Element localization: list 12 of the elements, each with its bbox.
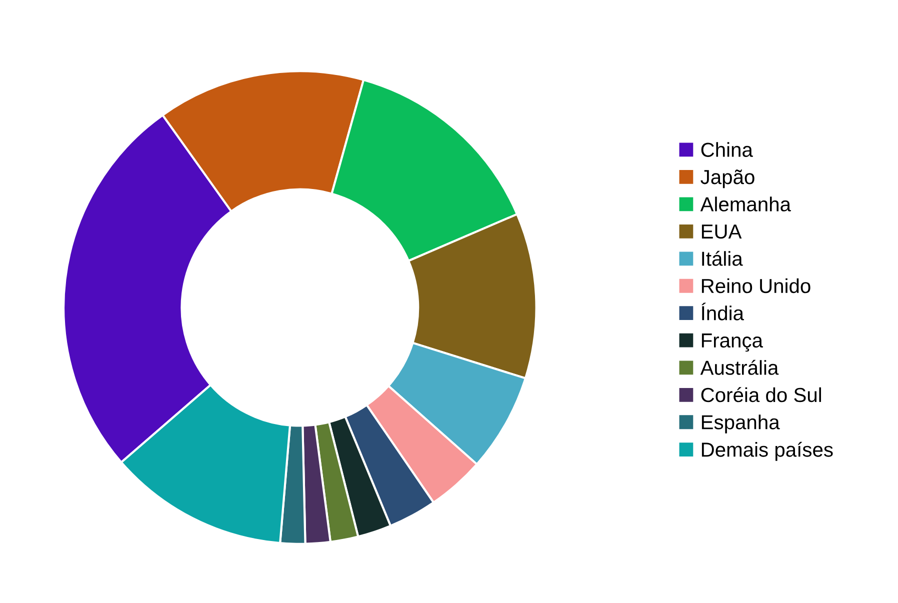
legend-label: Demais países <box>702 442 833 461</box>
legend-label: Reino Unido <box>702 278 810 294</box>
legend-label: Austrália <box>700 360 779 375</box>
legend-label: Índia <box>702 302 744 320</box>
legend-label: China <box>701 142 753 157</box>
legend-label: França <box>702 334 763 352</box>
legend-label: EUA <box>702 224 742 239</box>
legend-label: Espanha <box>702 414 780 434</box>
legend-label: Itália <box>702 250 743 266</box>
legend-label: Japão <box>700 170 754 188</box>
legend-label: Alemanha <box>700 196 791 212</box>
legend-label: Coréia do Sul <box>701 387 821 402</box>
